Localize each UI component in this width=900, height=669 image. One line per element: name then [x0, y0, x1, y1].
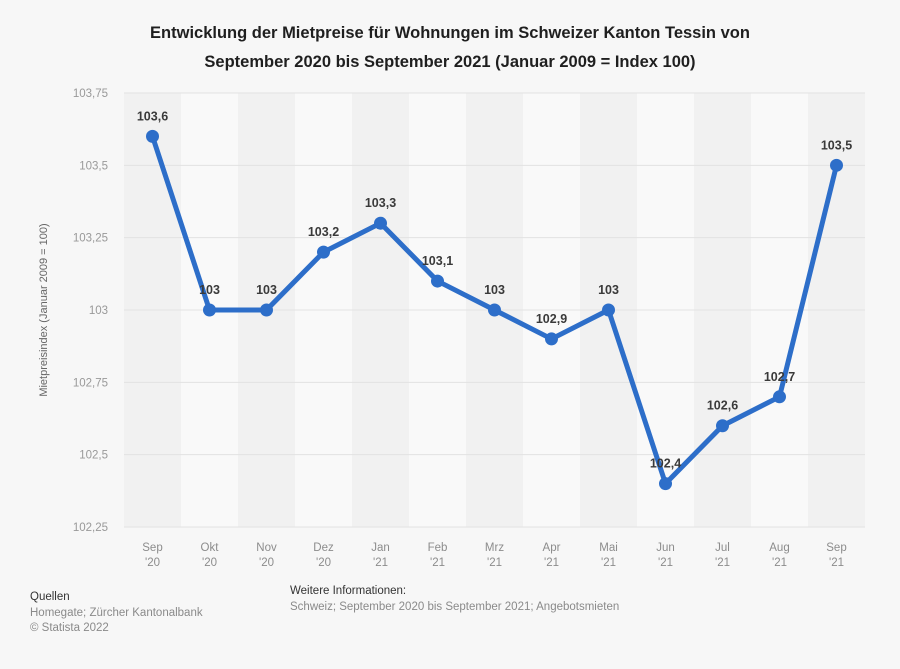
data-point-label: 103,2: [308, 225, 339, 239]
sources-heading: Quellen: [30, 591, 70, 603]
data-point: [260, 303, 273, 317]
data-point: [830, 158, 843, 172]
chart-title-line1: Entwicklung der Mietpreise für Wohnungen…: [150, 24, 750, 42]
data-point: [146, 129, 159, 143]
data-point: [374, 216, 387, 230]
x-tick-label: Sep '20: [142, 542, 162, 569]
data-point: [773, 390, 786, 404]
data-point-label: 103,6: [137, 109, 168, 123]
x-tick-label: Okt '20: [201, 542, 220, 569]
data-point-label: 102,7: [764, 370, 795, 384]
more-info-text: Schweiz; September 2020 bis September 20…: [290, 601, 620, 613]
line-chart: 103,75 103,5 103,25 103 102,75 102,5 102,25 Mie…: [38, 88, 865, 569]
data-point: [431, 274, 444, 288]
x-tick-label: Mrz '21: [485, 542, 504, 569]
y-tick-label: 102,5: [79, 450, 108, 462]
x-tick-label: Feb '21: [428, 542, 448, 569]
data-point-label: 103: [256, 283, 277, 297]
copyright-text: © Statista 2022: [30, 622, 109, 634]
data-point-label: 103: [199, 283, 220, 297]
data-point: [545, 332, 558, 346]
y-tick-label: 103: [89, 305, 108, 317]
x-tick-label: Jul '21: [715, 542, 730, 569]
data-point-label: 103,5: [821, 138, 852, 152]
data-point: [317, 245, 330, 259]
x-tick-label: Mai '21: [599, 542, 618, 569]
y-tick-label: 103,5: [79, 160, 108, 172]
y-tick-label: 102,25: [73, 522, 108, 534]
data-point-label: 103,1: [422, 254, 453, 268]
data-point-label: 102,6: [707, 399, 738, 413]
chart-title-line2: September 2020 bis September 2021 (Janua…: [204, 53, 696, 71]
y-tick-label: 103,75: [73, 88, 108, 100]
data-point: [716, 419, 729, 433]
x-tick-label: Jun '21: [656, 542, 675, 569]
data-point: [203, 303, 216, 317]
y-tick-label: 102,75: [73, 377, 108, 389]
more-info-heading: Weitere Informationen:: [290, 585, 407, 597]
x-tick-label: Sep '21: [826, 542, 846, 569]
data-point-label: 102,9: [536, 312, 567, 326]
data-point: [602, 303, 615, 317]
data-point-label: 103,3: [365, 196, 396, 210]
x-tick-label: Jan '21: [371, 542, 390, 569]
sources-text: Homegate; Zürcher Kantonalbank: [30, 607, 203, 619]
data-point: [488, 303, 501, 317]
data-point-label: 103: [598, 283, 619, 297]
x-tick-label: Dez '20: [313, 542, 334, 569]
data-point-label: 103: [484, 283, 505, 297]
data-point-label: 102,4: [650, 457, 681, 471]
y-tick-label: 103,25: [73, 233, 108, 245]
y-axis-title: Mietpreisindex (Januar 2009 = 100): [38, 223, 50, 396]
x-tick-label: Aug '21: [769, 542, 789, 569]
chart-title: Entwicklung der Mietpreise für Wohnungen…: [0, 19, 900, 77]
data-point: [659, 477, 672, 491]
x-tick-label: Nov '20: [256, 542, 277, 569]
x-tick-label: Apr '21: [543, 542, 561, 569]
